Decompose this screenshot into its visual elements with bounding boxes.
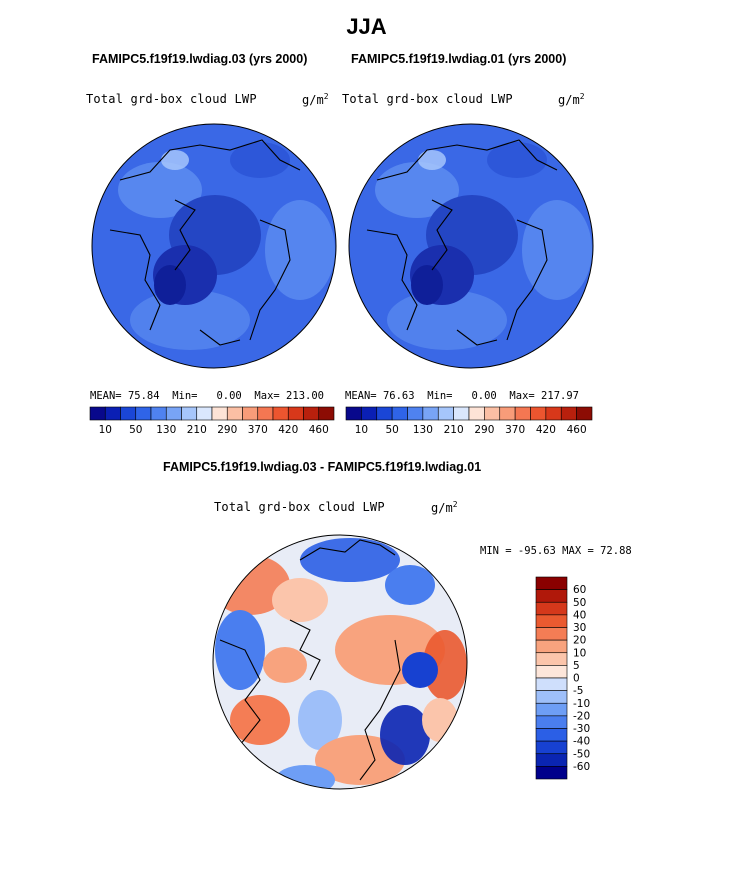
map3-difference: [212, 534, 468, 790]
colorbar-panel2-tick-label: 210: [444, 424, 464, 436]
colorbar-panel1-swatch: [211, 406, 228, 421]
colorbar-panel2-swatch: [530, 406, 547, 421]
colorbar-panel1-swatch: [303, 406, 320, 421]
colorbar-panel1-swatch: [242, 406, 259, 421]
colorbar-difference-swatch: [535, 690, 568, 704]
colorbar-difference-swatch: [535, 702, 568, 717]
colorbar-panel1-tick-label: 420: [278, 424, 298, 436]
panel2-units-label: g/m2: [558, 92, 585, 107]
colorbar-difference-tick-label: -5: [573, 685, 583, 697]
colorbar-panel1: 10 50 130 210 290 370 420 460: [89, 406, 335, 436]
diff-variable-label: Total grd-box cloud LWP: [214, 500, 385, 514]
panel1-stats: MEAN= 75.84 Min= 0.00 Max= 213.00: [90, 390, 324, 402]
colorbar-panel2-tick-label: 50: [385, 424, 398, 436]
colorbar-panel2-swatch: [422, 406, 439, 421]
page-title: JJA: [346, 14, 387, 39]
panel2-variable-label: Total grd-box cloud LWP: [342, 92, 513, 106]
colorbar-panel2-swatch: [407, 406, 424, 421]
colorbar-panel2-swatch: [437, 406, 454, 421]
colorbar-panel1-swatch: [272, 406, 289, 421]
colorbar-panel1-swatch: [135, 406, 152, 421]
colorbar-panel2-swatch: [545, 406, 562, 421]
colorbar-panel2-swatch: [484, 406, 501, 421]
colorbar-difference-swatch: [535, 639, 568, 654]
colorbar-panel2-tick-label: 420: [536, 424, 556, 436]
colorbar-difference-tick-label: -30: [573, 723, 590, 735]
colorbar-panel1-swatch: [318, 406, 335, 421]
diff-title: FAMIPC5.f19f19.lwdiag.03 - FAMIPC5.f19f1…: [163, 460, 482, 474]
panel1-case-title: FAMIPC5.f19f19.lwdiag.03 (yrs 2000): [92, 52, 308, 66]
colorbar-panel1-tick-label: 370: [248, 424, 268, 436]
colorbar-difference-swatch: [535, 614, 568, 628]
colorbar-panel2-swatch: [376, 406, 393, 421]
colorbar-panel2-tick-label: 290: [474, 424, 494, 436]
colorbar-panel1-tick-label: 50: [129, 424, 142, 436]
colorbar-difference-tick-label: -40: [573, 736, 590, 748]
colorbar-difference-tick-label: 60: [573, 584, 586, 596]
colorbar-panel1-tick-label: 210: [187, 424, 207, 436]
colorbar-panel2-tick-label: 460: [567, 424, 587, 436]
colorbar-difference-swatch: [535, 627, 568, 641]
panel1-units-label: g/m2: [302, 92, 329, 107]
colorbar-difference-swatch: [535, 601, 568, 616]
colorbar-panel2-tick-label: 130: [413, 424, 433, 436]
colorbar-panel2-swatch: [453, 406, 470, 421]
colorbar-difference-tick-label: 10: [573, 647, 586, 659]
colorbar-difference-tick-label: 30: [573, 622, 586, 634]
colorbar-panel2-tick-label: 10: [355, 424, 368, 436]
colorbar-difference-tick-label: 20: [573, 635, 586, 647]
colorbar-panel2-swatch: [499, 406, 516, 421]
colorbar-panel1-swatch: [165, 406, 182, 421]
colorbar-difference-swatch: [535, 652, 568, 666]
colorbar-difference-swatch: [535, 677, 568, 691]
colorbar-panel1-swatch: [181, 406, 198, 421]
colorbar-difference-swatch: [535, 715, 568, 729]
colorbar-difference-swatch: [535, 665, 568, 679]
colorbar-difference-swatch: [535, 766, 568, 780]
colorbar-difference-tick-label: 0: [573, 673, 580, 685]
colorbar-panel1-swatch: [104, 406, 121, 421]
colorbar-panel1-tick-label: 290: [217, 424, 237, 436]
panel2-stats: MEAN= 76.63 Min= 0.00 Max= 217.97: [345, 390, 579, 402]
colorbar-panel2-swatch: [391, 406, 408, 421]
colorbar-difference-tick-label: -20: [573, 710, 590, 722]
colorbar-panel2-tick-label: 370: [505, 424, 525, 436]
colorbar-difference-swatch: [535, 740, 568, 755]
colorbar-panel1-swatch: [120, 406, 137, 421]
colorbar-panel2-swatch: [361, 406, 378, 421]
colorbar-panel2-swatch: [468, 406, 485, 421]
colorbar-panel2-swatch: [514, 406, 531, 421]
map2: [348, 123, 594, 369]
colorbar-difference-tick-label: -50: [573, 748, 590, 760]
map1: [91, 123, 337, 369]
colorbar-difference-tick-label: -10: [573, 698, 590, 710]
colorbar-panel2-swatch: [345, 406, 362, 421]
colorbar-panel1-swatch: [150, 406, 167, 421]
panel1-variable-label: Total grd-box cloud LWP: [86, 92, 257, 106]
colorbar-panel1-swatch: [226, 406, 243, 421]
colorbar-panel1-swatch: [287, 406, 304, 421]
colorbar-panel2-swatch: [560, 406, 577, 421]
colorbar-difference-swatch: [535, 589, 568, 603]
diff-minmax: MIN = -95.63 MAX = 72.88: [480, 545, 632, 557]
panel2-case-title: FAMIPC5.f19f19.lwdiag.01 (yrs 2000): [351, 52, 567, 66]
colorbar-difference-swatch: [535, 728, 568, 742]
colorbar-difference-tick-label: -60: [573, 761, 590, 773]
colorbar-panel1-tick-label: 130: [156, 424, 176, 436]
colorbar-panel1-tick-label: 460: [309, 424, 329, 436]
colorbar-difference-tick-label: 40: [573, 609, 586, 621]
colorbar-difference-tick-label: 5: [573, 660, 580, 672]
colorbar-difference-swatch: [535, 753, 568, 767]
colorbar-panel1-tick-label: 10: [99, 424, 112, 436]
colorbar-panel1-swatch: [257, 406, 274, 421]
colorbar-panel2-swatch: [576, 406, 593, 421]
colorbar-panel1-swatch: [196, 406, 213, 421]
colorbar-difference-tick-label: 50: [573, 597, 586, 609]
diff-units-label: g/m2: [431, 500, 458, 515]
colorbar-panel1-swatch: [89, 406, 106, 421]
colorbar-difference-swatch: [535, 576, 568, 590]
colorbar-panel2: 10 50 130 210 290 370 420 460: [345, 406, 593, 436]
